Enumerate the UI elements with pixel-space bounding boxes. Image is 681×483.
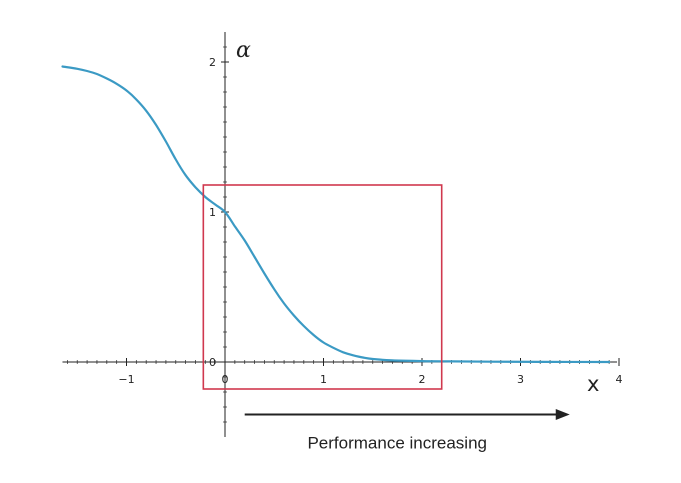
box-layer bbox=[202, 184, 443, 390]
tick-labels: −1 0 1 2 3 4 0 1 2 bbox=[118, 56, 622, 386]
annotation-arrow-head bbox=[555, 409, 570, 420]
x-tick-label: 0 bbox=[222, 373, 229, 386]
series-layer bbox=[61, 65, 611, 364]
x-tick-label: −1 bbox=[118, 373, 134, 386]
annotation-text: Performance increasing bbox=[307, 434, 487, 453]
y-tick-label: 2 bbox=[209, 56, 216, 69]
minor-ticks bbox=[67, 46, 610, 423]
x-tick-label: 1 bbox=[320, 373, 327, 386]
highlight-box bbox=[202, 184, 443, 390]
x-tick-label: 2 bbox=[419, 373, 426, 386]
x-tick-label: 3 bbox=[517, 373, 524, 386]
annotation-layer: Performance increasing bbox=[244, 409, 570, 453]
series-line bbox=[61, 65, 611, 364]
axes bbox=[62, 32, 620, 437]
x-axis-label: x bbox=[587, 372, 599, 396]
y-tick-label: 1 bbox=[209, 206, 216, 219]
y-tick-label: 0 bbox=[209, 356, 216, 369]
y-axis-label: α bbox=[236, 38, 251, 63]
x-tick-label: 4 bbox=[616, 373, 623, 386]
